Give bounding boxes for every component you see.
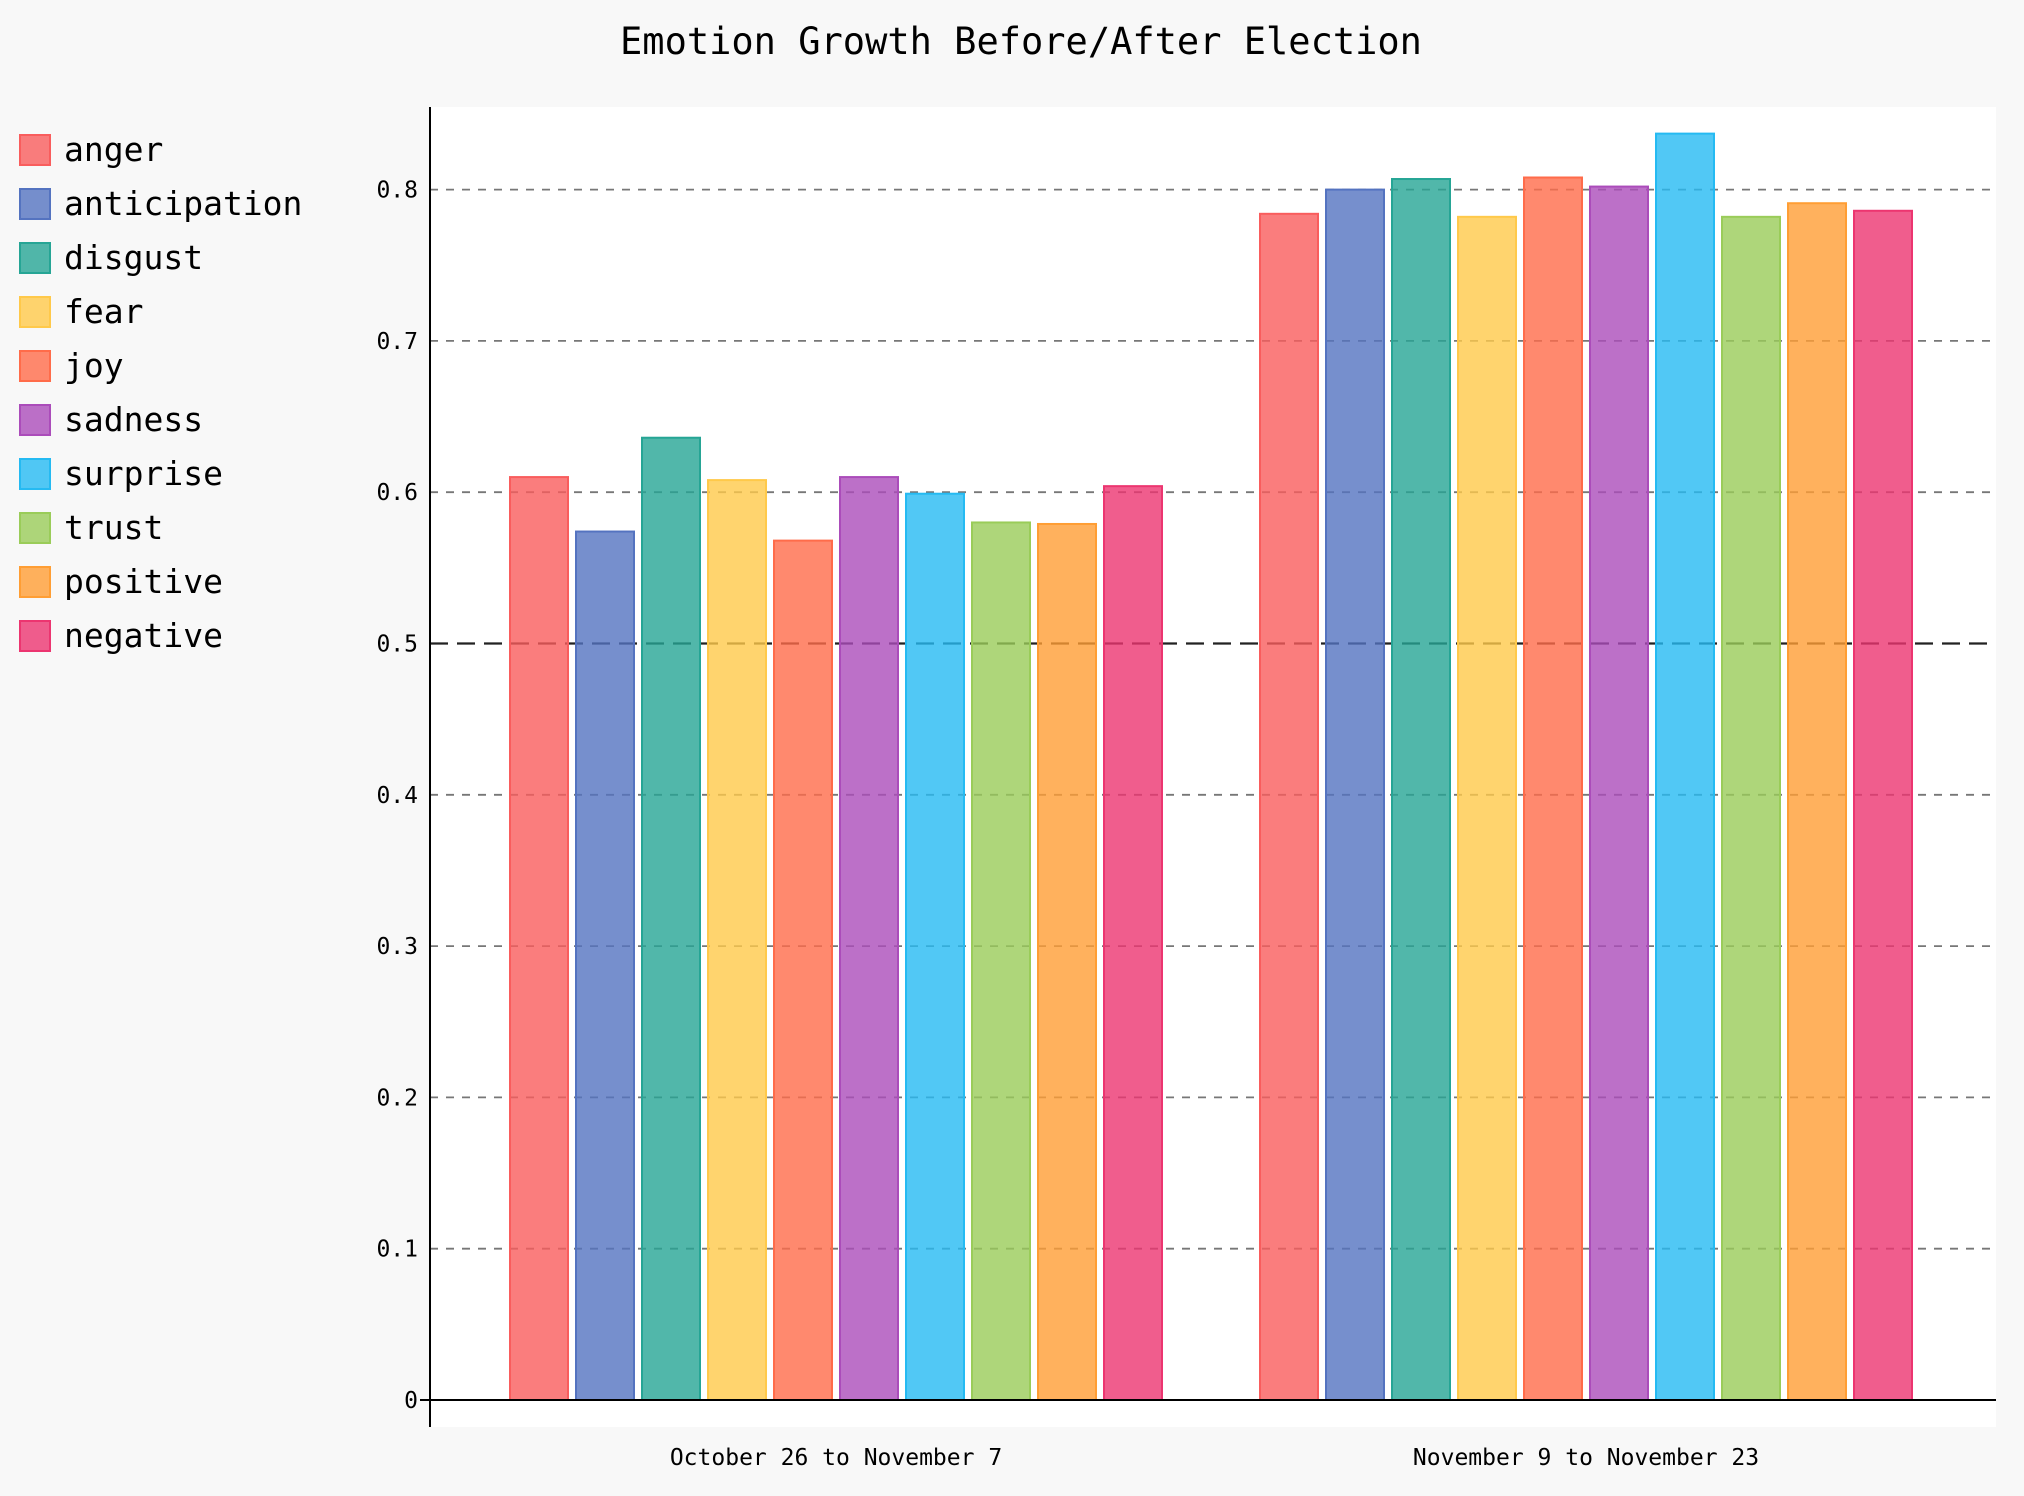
bar-sadness [1589,185,1649,1402]
bar-anger [509,476,569,1401]
y-tick-label: 0.3 [376,934,418,960]
legend: anger anticipation disgust fear joy sadness su… [19,130,302,655]
bar-anticipation [1325,188,1385,1402]
bar-joy [1523,176,1583,1402]
bar-fear [1457,215,1517,1402]
bar-negative [1103,485,1163,1401]
legend-label-negative: negative [64,616,223,655]
bar-disgust [641,436,701,1401]
legend-swatch-anger [19,134,51,166]
bar-negative [1853,209,1913,1402]
y-tick-label: 0.4 [376,783,418,809]
legend-label-anticipation: anticipation [64,184,302,223]
y-tick-label: 0.8 [376,178,418,204]
bars [509,132,1913,1402]
legend-label-positive: positive [64,562,223,601]
legend-swatch-joy [19,350,51,382]
bar-positive [1787,202,1847,1401]
axes: 0 0.1 0.2 0.3 0.4 0.5 0.6 0.7 0.8 October 26 to N… [376,107,1996,1471]
legend-swatch-surprise [19,458,51,490]
x-category-label: November 9 to November 23 [1413,1445,1759,1471]
legend-swatch-trust [19,512,51,544]
bar-anticipation [575,530,635,1401]
legend-swatch-fear [19,296,51,328]
legend-swatch-negative [19,620,51,652]
legend-swatch-sadness [19,404,51,436]
bar-surprise [905,492,965,1401]
y-tick-label: 0.6 [376,480,418,506]
bar-surprise [1655,132,1715,1401]
chart-title: Emotion Growth Before/After Election [620,20,1422,63]
y-tick-label: 0.2 [376,1085,418,1111]
bar-trust [971,521,1031,1401]
legend-label-disgust: disgust [64,238,203,277]
y-tick-label: 0.1 [376,1237,418,1263]
legend-label-trust: trust [64,508,163,547]
y-tick-label: 0.7 [376,329,418,355]
legend-label-joy: joy [64,346,124,385]
legend-swatch-anticipation [19,188,51,220]
legend-label-anger: anger [64,130,163,169]
y-tick-label: 0 [404,1388,418,1414]
bar-anger [1259,212,1319,1402]
x-category-label: October 26 to November 7 [670,1445,1002,1471]
legend-label-fear: fear [64,292,143,331]
bar-joy [773,539,833,1401]
y-tick-label: 0.5 [376,632,418,658]
bar-trust [1721,215,1781,1402]
bar-positive [1037,522,1097,1401]
legend-label-surprise: surprise [64,454,223,493]
legend-swatch-disgust [19,242,51,274]
bar-disgust [1391,178,1451,1401]
legend-label-sadness: sadness [64,400,203,439]
legend-swatch-positive [19,566,51,598]
bar-sadness [839,476,899,1401]
bar-fear [707,479,767,1401]
